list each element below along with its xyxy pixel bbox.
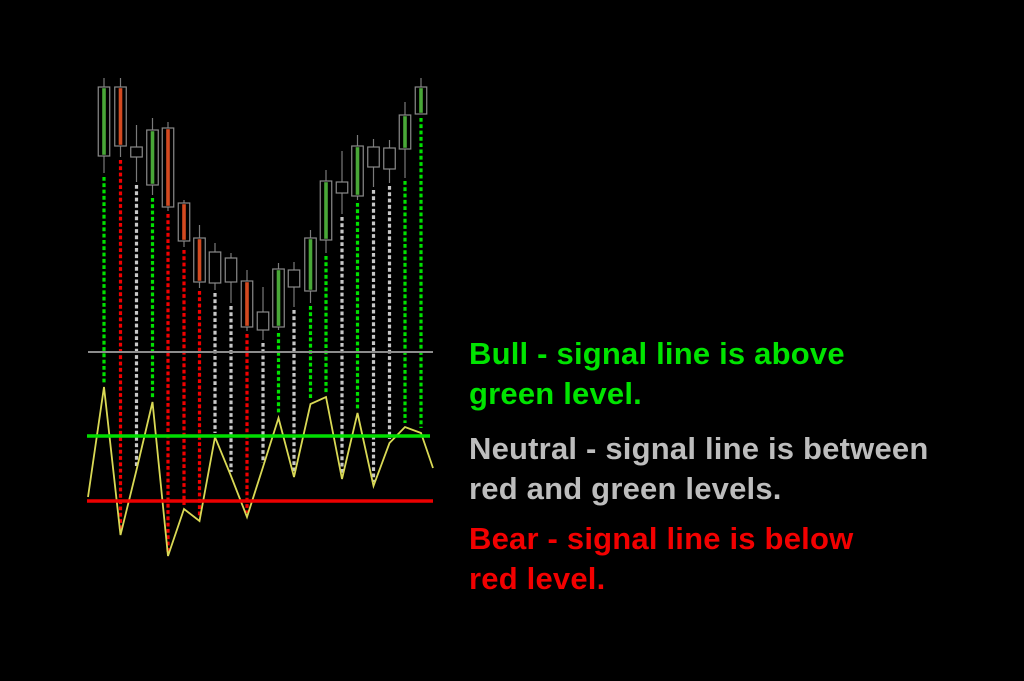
candle-body-outline — [130, 146, 143, 158]
legend-bull: Bull - signal line is above green level. — [469, 334, 845, 414]
candle-body-outline — [224, 257, 238, 283]
candle-fill-bear — [118, 88, 123, 145]
legend-neutral-line2: red and green levels. — [469, 471, 782, 506]
legend-bear: Bear - signal line is below red level. — [469, 519, 853, 599]
legend-neutral: Neutral - signal line is between red and… — [469, 429, 928, 509]
candle-body-outline — [256, 311, 270, 331]
candle-fill-bull — [355, 147, 360, 195]
candle-fill-bull — [150, 131, 155, 184]
candle-fill-bear — [182, 204, 186, 240]
candle-body-outline — [287, 269, 301, 288]
candle-fill-bull — [419, 88, 423, 113]
candle-fill-bull — [403, 116, 407, 148]
legend-bull-line1: Bull - signal line is above — [469, 336, 845, 371]
candle-body-outline — [208, 251, 222, 284]
candle-fill-bear — [197, 239, 202, 281]
candle-fill-bull — [324, 182, 328, 239]
candle-body-outline — [383, 147, 396, 170]
candle-fill-bull — [102, 88, 106, 155]
legend-bull-line2: green level. — [469, 376, 642, 411]
signal-line — [87, 386, 434, 557]
legend-neutral-line1: Neutral - signal line is between — [469, 431, 929, 466]
candle-fill-bear — [245, 282, 249, 326]
candle-fill-bear — [166, 129, 170, 206]
candle-fill-bull — [276, 270, 281, 326]
candle-body-outline — [367, 146, 380, 168]
legend-bear-line1: Bear - signal line is below — [469, 521, 854, 556]
candle-body-outline — [335, 181, 349, 194]
legend-bear-line2: red level. — [469, 561, 606, 596]
candle-fill-bull — [308, 239, 313, 290]
